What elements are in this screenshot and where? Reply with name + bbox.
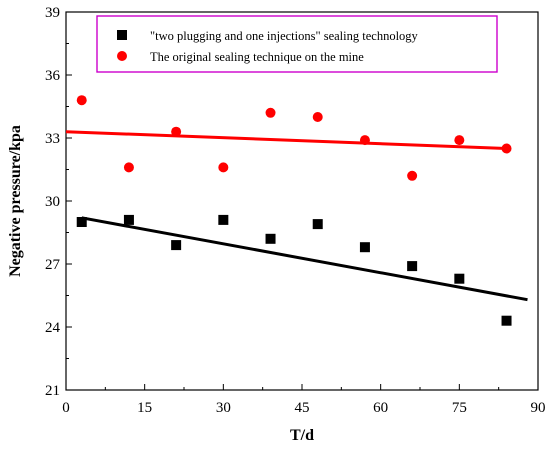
legend-marker-square bbox=[117, 30, 127, 40]
data-point-series-2 bbox=[123, 162, 134, 173]
legend: "two plugging and one injections" sealin… bbox=[96, 15, 498, 73]
y-axis-label: Negative pressure/kpa bbox=[7, 125, 24, 277]
legend-label-series-2: The original sealing technique on the mi… bbox=[150, 50, 364, 64]
data-point-series-2 bbox=[407, 170, 418, 181]
data-point-series-1 bbox=[501, 315, 512, 326]
data-point-series-1 bbox=[359, 242, 370, 253]
data-point-series-1 bbox=[312, 219, 323, 230]
data-point-series-2 bbox=[171, 126, 182, 137]
data-point-series-2 bbox=[454, 135, 465, 146]
trendlines bbox=[65, 130, 528, 302]
y-tick-label: 21 bbox=[45, 383, 60, 399]
x-tick-label: 30 bbox=[216, 400, 231, 416]
y-tick-label: 30 bbox=[45, 194, 60, 210]
x-tick-label: 0 bbox=[62, 400, 70, 416]
y-tick-label: 27 bbox=[45, 257, 61, 273]
data-point-series-2 bbox=[76, 95, 87, 106]
data-point-series-1 bbox=[407, 261, 418, 272]
legend-label-series-1: "two plugging and one injections" sealin… bbox=[150, 29, 419, 43]
y-tick-label: 39 bbox=[45, 5, 60, 21]
data-point-series-1 bbox=[123, 214, 134, 225]
data-point-series-1 bbox=[454, 273, 465, 284]
data-point-series-1 bbox=[218, 214, 229, 225]
y-tick-label: 36 bbox=[45, 68, 61, 84]
y-tick-label: 33 bbox=[45, 131, 60, 147]
x-tick-label: 45 bbox=[295, 400, 310, 416]
x-tick-label: 15 bbox=[137, 400, 152, 416]
x-tick-label: 60 bbox=[373, 400, 388, 416]
trendline-series-1 bbox=[81, 216, 528, 302]
data-point-series-2 bbox=[218, 162, 229, 173]
axis-ticks: 0 15 30 45 60 75 90 21 24 27 30 33 36 39 bbox=[45, 5, 546, 416]
data-point-series-2 bbox=[501, 143, 512, 154]
trendline-series-2 bbox=[65, 130, 507, 150]
x-axis-label: T/d bbox=[290, 427, 314, 444]
legend-marker-circle bbox=[117, 51, 127, 61]
data-point-series-2 bbox=[265, 107, 276, 118]
x-tick-label: 75 bbox=[452, 400, 467, 416]
data-point-series-1 bbox=[265, 233, 276, 244]
legend-box bbox=[96, 15, 498, 73]
data-points bbox=[76, 95, 512, 326]
data-point-series-1 bbox=[171, 240, 182, 251]
y-tick-label: 24 bbox=[45, 320, 61, 336]
data-point-series-2 bbox=[312, 112, 323, 122]
x-tick-label: 90 bbox=[531, 400, 546, 416]
data-point-series-2 bbox=[359, 135, 370, 146]
data-point-series-1 bbox=[76, 217, 87, 227]
